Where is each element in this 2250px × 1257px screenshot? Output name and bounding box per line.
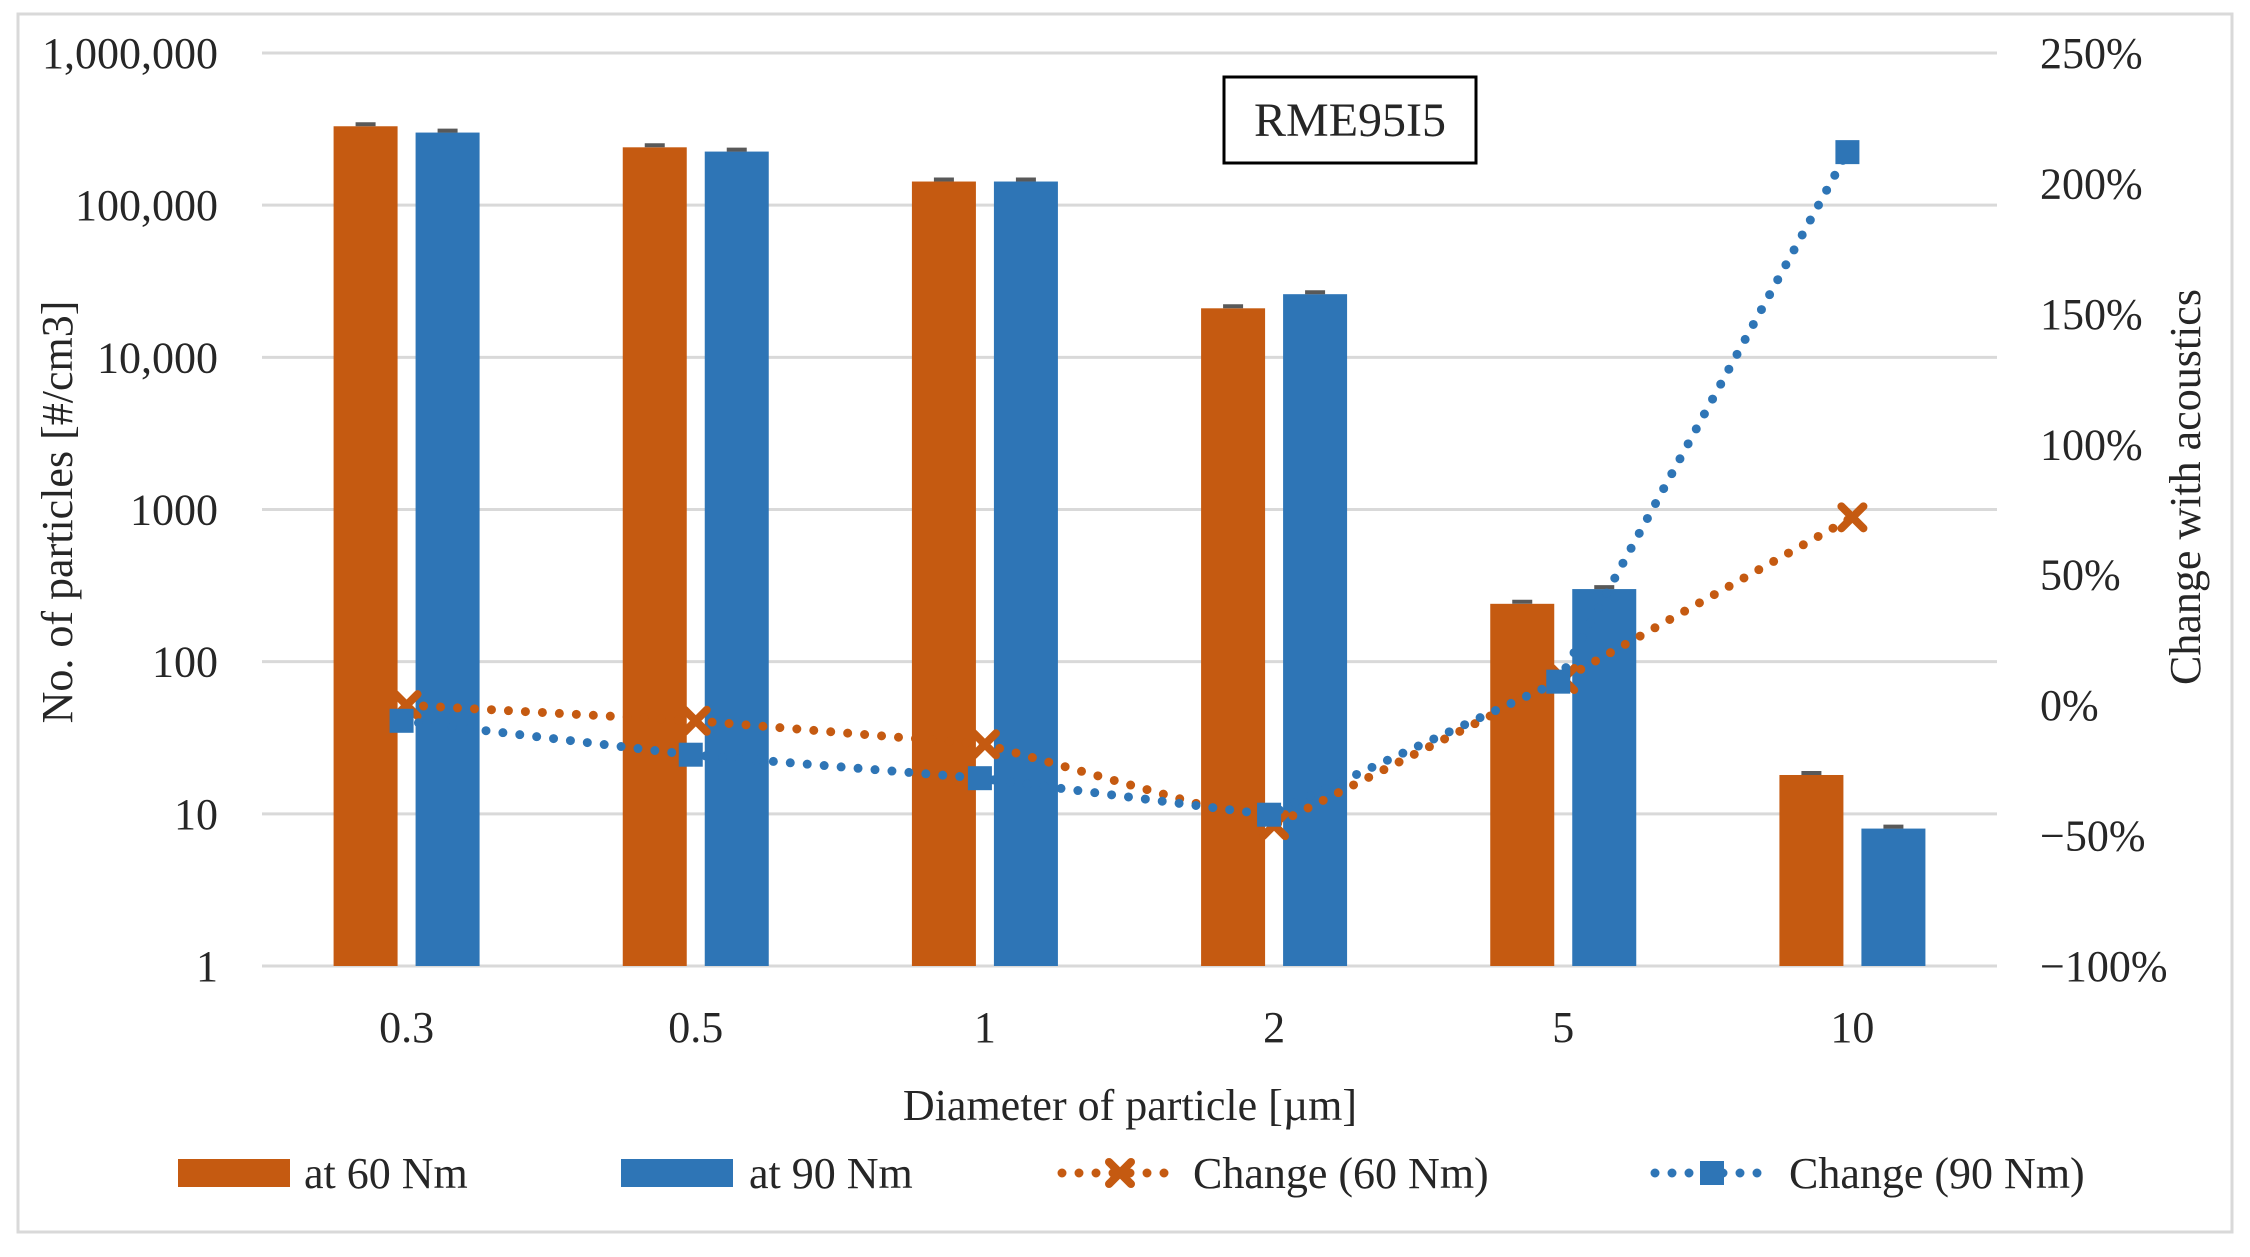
y2-tick-label: −100% — [2040, 942, 2167, 991]
marker-90nm — [1546, 669, 1571, 694]
title-frame — [1222, 75, 1478, 165]
marker-stroke — [969, 729, 1000, 760]
x-tick-label: 2 — [1263, 1003, 1285, 1052]
marker-90nm — [967, 766, 992, 791]
y-tick-label: 1,000,000 — [42, 29, 218, 78]
x-tick-label: 0.3 — [379, 1003, 434, 1052]
y-tick-label: 1000 — [130, 486, 218, 535]
bar-90nm — [704, 151, 769, 966]
legend-label-90nm: at 90 Nm — [749, 1149, 913, 1198]
legend-swatch-90nm — [621, 1159, 733, 1187]
change-line-60nm — [402, 512, 1857, 830]
legend: at 60 Nm at 90 Nm Change (60 Nm) Change (90… — [178, 1149, 2085, 1198]
bar-90nm — [1283, 294, 1348, 966]
marker-90nm — [389, 708, 414, 733]
y2-tick-label: −50% — [2040, 812, 2145, 861]
change-lines — [389, 140, 1868, 841]
y2-tick-label: 0% — [2040, 681, 2099, 730]
y2-tick-label: 150% — [2040, 290, 2143, 339]
bar-60nm — [622, 147, 687, 967]
bar-90nm — [1572, 589, 1637, 966]
y-axis-title: No. of particles [#/cm3] — [33, 301, 82, 724]
marker-90nm — [1257, 802, 1282, 827]
chart-title: RME95I5 — [1254, 94, 1446, 147]
bar-60nm — [911, 181, 976, 967]
y-tick-label: 100 — [152, 638, 218, 687]
y-tick-label: 100,000 — [75, 181, 218, 230]
legend-marker-change-60nm — [1105, 1158, 1135, 1188]
y-tick-label: 1 — [196, 942, 218, 991]
legend-marker-change-90nm — [1700, 1161, 1724, 1185]
bar-90nm — [415, 132, 480, 967]
x-tick-label: 5 — [1552, 1003, 1574, 1052]
legend-label-60nm: at 60 Nm — [304, 1149, 468, 1198]
axes: 1 10 100 1000 10,000 100,000 1,000,000 −100% −50… — [42, 29, 2167, 1052]
x-tick-label: 0.5 — [668, 1003, 723, 1052]
y2-tick-label: 200% — [2040, 159, 2143, 208]
marker-stroke — [1105, 1158, 1135, 1188]
change-line-90nm — [397, 147, 1852, 820]
bar-90nm — [1861, 828, 1926, 966]
bar-90nm — [993, 181, 1058, 967]
legend-swatch-60nm — [178, 1159, 290, 1187]
marker-60nm — [1837, 502, 1868, 533]
x-axis-title: Diameter of particle [µm] — [903, 1081, 1357, 1130]
y2-tick-label: 100% — [2040, 420, 2143, 469]
x-tick-label: 1 — [974, 1003, 996, 1052]
bar-60nm — [1779, 774, 1844, 966]
marker-stroke — [680, 705, 711, 736]
bar-60nm — [1201, 308, 1266, 966]
gridlines — [262, 51, 1997, 968]
legend-label-change-90nm: Change (90 Nm) — [1789, 1149, 2085, 1198]
y2-tick-label: 250% — [2040, 29, 2143, 78]
marker-90nm — [678, 742, 703, 767]
bar-60nm — [333, 126, 398, 967]
x-tick-label: 10 — [1830, 1003, 1874, 1052]
legend-label-change-60nm: Change (60 Nm) — [1193, 1149, 1489, 1198]
y2-axis-title: Change with acoustics — [2161, 289, 2210, 685]
y-tick-label: 10 — [174, 790, 218, 839]
marker-60nm — [680, 705, 711, 736]
marker-stroke — [1837, 502, 1868, 533]
bar-60nm — [1490, 603, 1555, 966]
title-box: RME95I5 — [1222, 75, 1478, 165]
bars — [333, 122, 1926, 967]
y2-tick-label: 50% — [2040, 551, 2121, 600]
marker-60nm — [969, 729, 1000, 760]
y-tick-label: 10,000 — [97, 333, 218, 382]
marker-90nm — [1835, 140, 1860, 165]
